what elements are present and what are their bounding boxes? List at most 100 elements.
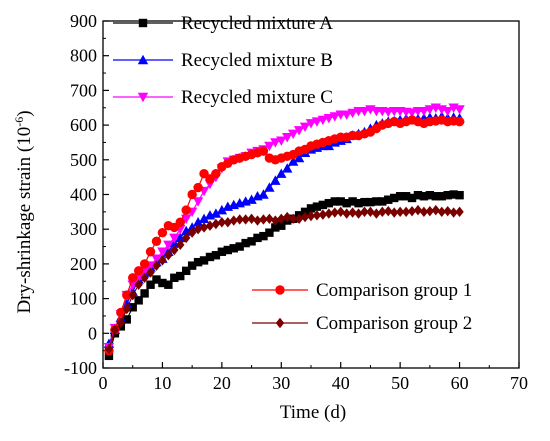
data-point	[192, 197, 204, 207]
x-tick-label: 70	[510, 373, 528, 393]
data-point	[300, 211, 310, 223]
data-point	[163, 240, 174, 251]
data-point	[299, 122, 311, 133]
data-point	[336, 197, 345, 206]
x-tick-label: 40	[332, 373, 350, 393]
data-point	[211, 168, 221, 179]
data-point	[134, 279, 143, 290]
series-comparison-group-2	[104, 204, 464, 355]
data-point	[146, 280, 155, 289]
data-point	[223, 217, 232, 228]
data-point	[437, 206, 446, 218]
y-tick-label: 600	[70, 115, 97, 135]
data-point	[182, 232, 191, 244]
data-point	[293, 152, 305, 163]
data-point	[182, 266, 191, 276]
legend-marker	[137, 54, 149, 65]
data-point	[347, 108, 358, 119]
data-point	[413, 190, 423, 200]
y-tick-label: 400	[70, 185, 97, 205]
data-point	[241, 238, 250, 248]
data-point	[425, 205, 435, 217]
data-point	[336, 206, 345, 218]
data-point	[151, 236, 162, 247]
data-point	[271, 223, 280, 232]
legend-label: Comparison group 1	[316, 280, 472, 301]
data-point	[354, 208, 363, 219]
data-point	[324, 198, 334, 208]
legend-item-recycled-mixture-c: Recycled mixture C	[113, 87, 333, 108]
data-point	[128, 289, 137, 301]
data-point	[122, 290, 132, 300]
x-tick-label: 50	[391, 373, 409, 393]
y-tick-label: 0	[88, 323, 97, 343]
data-point	[211, 251, 221, 260]
series-layer	[103, 103, 465, 361]
data-point	[193, 257, 203, 267]
data-point	[443, 205, 452, 217]
data-point	[276, 136, 287, 146]
data-point	[306, 204, 316, 213]
y-tick-label: 800	[70, 46, 97, 66]
data-point	[235, 214, 244, 225]
data-point	[395, 206, 405, 218]
data-point	[431, 192, 440, 201]
data-point	[401, 192, 411, 201]
x-axis: 0 10 20 30 40 50 60 70	[99, 362, 528, 393]
data-point	[378, 197, 387, 206]
data-point	[128, 273, 138, 283]
y-tick-label: 500	[70, 150, 97, 170]
data-point	[128, 303, 137, 312]
legend-marker	[275, 285, 285, 295]
data-point	[121, 298, 132, 309]
data-point	[264, 141, 275, 152]
data-point	[442, 107, 453, 117]
data-point	[372, 197, 381, 206]
data-point	[258, 146, 269, 156]
data-point	[270, 138, 281, 148]
data-point	[449, 207, 458, 218]
data-point	[205, 220, 215, 231]
data-point	[342, 198, 351, 208]
data-point	[181, 205, 191, 215]
data-point	[323, 113, 335, 124]
data-point	[187, 189, 197, 200]
data-point	[354, 198, 363, 208]
data-point	[407, 205, 417, 217]
data-point	[170, 244, 179, 256]
data-point	[192, 217, 204, 227]
data-point	[175, 217, 185, 227]
data-point	[170, 273, 179, 282]
data-point	[104, 343, 114, 355]
data-point	[359, 107, 370, 117]
legend-item-recycled-mixture-b: Recycled mixture B	[113, 50, 333, 71]
data-point	[413, 204, 423, 216]
data-point	[372, 208, 381, 219]
data-point	[270, 175, 281, 185]
data-point	[253, 215, 262, 226]
data-point	[329, 112, 340, 122]
x-tick-label: 60	[451, 373, 469, 393]
data-point	[454, 105, 465, 115]
y-tick-label: -100	[64, 358, 97, 378]
data-point	[401, 206, 411, 218]
data-point	[407, 193, 417, 203]
x-tick-label: 10	[153, 373, 171, 393]
data-point	[360, 206, 369, 218]
data-point	[247, 213, 256, 224]
data-point	[265, 213, 274, 224]
x-tick-label: 20	[213, 373, 231, 393]
data-point	[294, 213, 304, 224]
data-point	[366, 206, 375, 218]
data-point	[210, 208, 222, 218]
y-axis-title-close: )	[14, 110, 35, 116]
data-point	[323, 140, 335, 151]
data-point	[419, 206, 429, 218]
data-point	[140, 289, 149, 298]
data-point	[110, 324, 120, 336]
data-point	[384, 205, 393, 217]
data-point	[198, 213, 210, 223]
data-point	[454, 116, 465, 127]
data-point	[175, 232, 186, 243]
data-point	[312, 210, 322, 221]
